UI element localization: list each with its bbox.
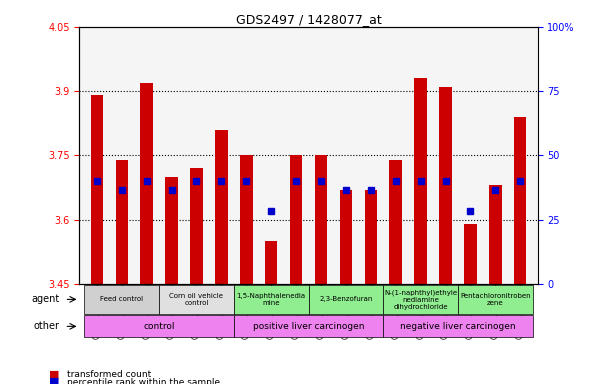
Text: positive liver carcinogen: positive liver carcinogen <box>253 322 364 331</box>
Text: Corn oil vehicle
control: Corn oil vehicle control <box>169 293 224 306</box>
Bar <box>365 190 377 284</box>
Bar <box>489 185 502 284</box>
Bar <box>439 87 452 284</box>
Text: other: other <box>34 321 59 331</box>
FancyBboxPatch shape <box>84 315 234 338</box>
Text: agent: agent <box>31 295 59 305</box>
Bar <box>290 156 302 284</box>
Bar <box>141 83 153 284</box>
Bar <box>265 241 277 284</box>
Bar <box>90 96 103 284</box>
FancyBboxPatch shape <box>84 285 159 314</box>
Text: transformed count: transformed count <box>67 370 152 379</box>
Bar <box>340 190 352 284</box>
Bar <box>240 156 252 284</box>
Text: Pentachloronitroben
zene: Pentachloronitroben zene <box>460 293 531 306</box>
FancyBboxPatch shape <box>383 315 533 338</box>
Text: ■: ■ <box>49 377 59 384</box>
Bar <box>190 168 203 284</box>
Text: Feed control: Feed control <box>100 296 144 302</box>
Bar <box>215 130 228 284</box>
Text: 1,5-Naphthalenedia
mine: 1,5-Naphthalenedia mine <box>236 293 306 306</box>
FancyBboxPatch shape <box>234 285 309 314</box>
Title: GDS2497 / 1428077_at: GDS2497 / 1428077_at <box>236 13 381 26</box>
Text: N-(1-naphthyl)ethyle
nediamine
dihydrochloride: N-(1-naphthyl)ethyle nediamine dihydroch… <box>384 289 457 310</box>
Text: percentile rank within the sample: percentile rank within the sample <box>67 377 221 384</box>
FancyBboxPatch shape <box>458 285 533 314</box>
Bar <box>389 160 402 284</box>
Text: 2,3-Benzofuran: 2,3-Benzofuran <box>319 296 373 302</box>
Text: negative liver carcinogen: negative liver carcinogen <box>400 322 516 331</box>
Bar <box>414 78 427 284</box>
Bar <box>315 156 327 284</box>
FancyBboxPatch shape <box>309 285 383 314</box>
Bar <box>514 117 527 284</box>
Text: ■: ■ <box>49 369 59 379</box>
Text: control: control <box>144 322 175 331</box>
FancyBboxPatch shape <box>234 315 383 338</box>
FancyBboxPatch shape <box>383 285 458 314</box>
Bar <box>464 224 477 284</box>
FancyBboxPatch shape <box>159 285 234 314</box>
Bar <box>115 160 128 284</box>
Bar <box>166 177 178 284</box>
